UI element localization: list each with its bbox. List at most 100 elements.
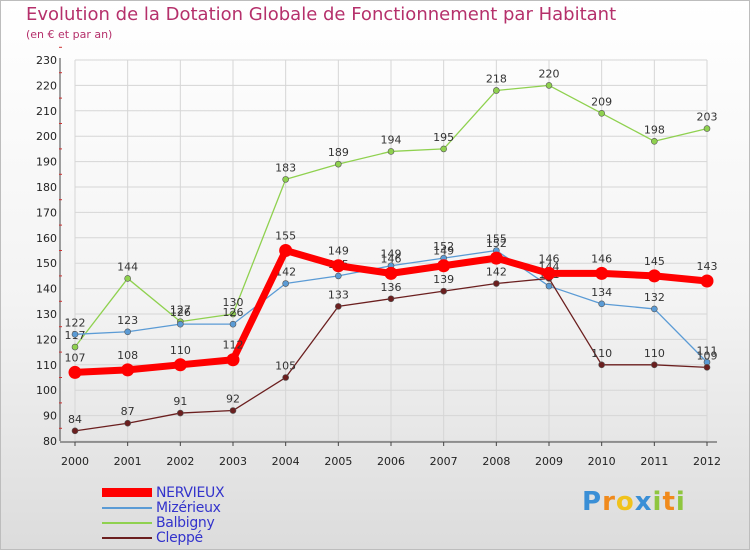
data-label: 91 — [173, 395, 187, 408]
data-label: 144 — [117, 260, 138, 273]
data-point — [384, 266, 398, 280]
data-point — [335, 303, 342, 310]
chart-subtitle: (en € et par an) — [26, 28, 113, 41]
y-tick-label: 110 — [36, 359, 57, 372]
data-point — [335, 160, 342, 168]
legend-item-nervieux: NERVIEUX — [102, 485, 225, 501]
data-label: 218 — [486, 72, 507, 85]
legend-item-cleppe: Cleppé — [102, 530, 224, 546]
data-label: 209 — [591, 95, 612, 108]
data-label: 194 — [381, 133, 402, 146]
data-point — [598, 300, 605, 308]
data-point — [489, 251, 503, 265]
data-label: 84 — [68, 413, 82, 426]
data-point — [703, 364, 711, 371]
x-tick-label: 2006 — [377, 455, 405, 468]
y-tick-label: 90 — [43, 410, 57, 423]
legend-swatch — [102, 536, 152, 539]
legend-swatch — [102, 488, 152, 497]
x-tick-label: 2010 — [588, 455, 616, 468]
data-label: 109 — [697, 349, 718, 362]
data-point — [282, 374, 289, 381]
legend-label: Mizérieux — [156, 499, 221, 516]
data-label: 111 — [697, 344, 718, 357]
data-label: 133 — [328, 288, 349, 301]
data-label: 126 — [170, 306, 191, 319]
data-label: 155 — [275, 230, 296, 243]
data-point — [598, 361, 605, 369]
logo-letter: x — [634, 487, 653, 517]
data-point — [124, 328, 131, 336]
data-label: 134 — [591, 286, 612, 299]
data-label: 152 — [433, 240, 454, 253]
legend-swatch — [102, 521, 152, 524]
data-point — [229, 407, 237, 414]
data-point — [493, 280, 500, 287]
data-label: 132 — [644, 291, 665, 304]
data-point — [226, 353, 240, 367]
y-tick-label: 180 — [36, 181, 57, 194]
data-label: 110 — [644, 347, 665, 360]
data-point — [493, 87, 500, 94]
data-point — [177, 320, 184, 328]
data-point — [651, 305, 658, 313]
x-tick-label: 2005 — [324, 455, 352, 468]
data-label: 149 — [381, 248, 402, 261]
logo-letter: P — [582, 487, 603, 517]
data-point — [440, 145, 447, 153]
data-label: 143 — [697, 260, 718, 273]
data-point — [68, 365, 82, 379]
data-label: 146 — [539, 252, 560, 265]
data-label: 198 — [644, 123, 665, 136]
data-label: 92 — [226, 393, 240, 406]
logo-letter: t — [662, 487, 676, 517]
data-label: 155 — [486, 233, 507, 246]
logo-letter: r — [602, 487, 616, 517]
chart-legend: NERVIEUX Mizérieux Balbigny Cleppé — [102, 485, 225, 546]
data-point — [598, 110, 605, 117]
y-tick-label: 140 — [36, 283, 57, 296]
data-label: 110 — [591, 347, 612, 360]
data-point — [545, 282, 553, 290]
y-tick-label: 230 — [36, 54, 57, 67]
data-point — [647, 269, 661, 283]
x-tick-label: 2009 — [535, 455, 563, 468]
data-label: 127 — [170, 304, 191, 317]
x-tick-label: 2001 — [114, 455, 142, 468]
data-label: 126 — [223, 306, 244, 319]
data-point — [282, 176, 289, 183]
y-tick-label: 120 — [36, 333, 57, 346]
data-point — [335, 272, 342, 280]
data-label: 203 — [697, 111, 718, 124]
data-label: 146 — [591, 252, 612, 265]
data-label: 130 — [223, 296, 244, 309]
x-tick-label: 2004 — [272, 455, 300, 468]
x-tick-label: 2007 — [430, 455, 458, 468]
logo-letter: i — [675, 487, 686, 517]
x-tick-label: 2012 — [693, 455, 721, 468]
data-point — [124, 275, 131, 282]
data-label: 220 — [539, 67, 560, 80]
y-tick-label: 210 — [36, 105, 57, 118]
x-tick-label: 2000 — [61, 455, 89, 468]
data-point — [71, 343, 79, 351]
data-point — [229, 320, 237, 328]
legend-swatch — [102, 506, 152, 509]
data-label: 107 — [65, 351, 86, 364]
y-tick-label: 80 — [43, 435, 57, 448]
y-tick-label: 190 — [36, 156, 57, 169]
data-point — [331, 259, 345, 273]
data-point — [440, 287, 447, 295]
y-tick-label: 130 — [36, 308, 57, 321]
data-label: 146 — [381, 252, 402, 265]
data-label: 152 — [486, 237, 507, 250]
data-point — [229, 310, 237, 318]
data-label: 149 — [433, 245, 454, 258]
data-label: 110 — [170, 344, 191, 357]
data-label: 87 — [121, 405, 135, 418]
data-point — [177, 409, 184, 417]
y-tick-label: 220 — [36, 79, 57, 92]
data-label: 122 — [65, 316, 86, 329]
data-label: 139 — [433, 273, 454, 286]
data-point — [124, 419, 131, 427]
